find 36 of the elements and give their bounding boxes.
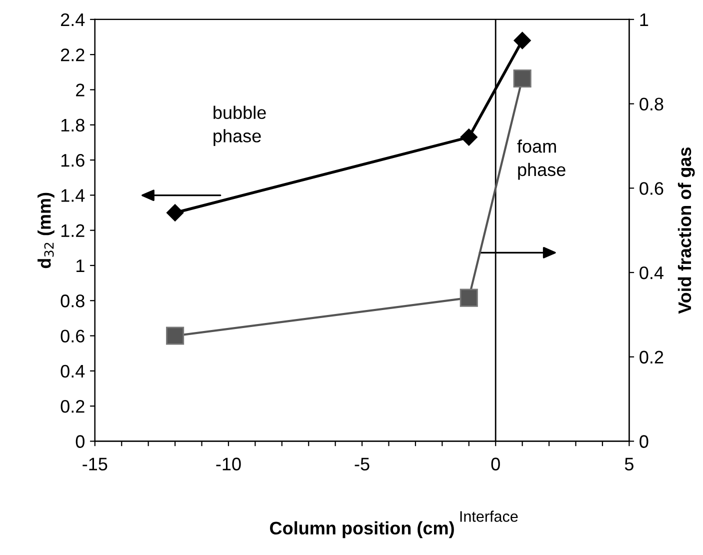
annotation: bubble phase [214, 106, 266, 146]
y-tick-label: 0 [76, 435, 84, 448]
point [460, 288, 478, 307]
x-tick-label: 0 [491, 458, 500, 470]
y2-axis-title: Void fraction of gas [678, 147, 695, 314]
y-tick-label: 2.4 [60, 13, 85, 26]
y-tick-label: 1.8 [61, 118, 84, 132]
annotation: foam phase [517, 140, 566, 180]
point [513, 69, 532, 88]
x-tick-label: 5 [624, 458, 634, 470]
y2-tick-label: 0.4 [640, 266, 664, 280]
y-tick-label: 0.2 [60, 400, 84, 413]
y-tick-label: 0.8 [60, 294, 84, 308]
y-tick-label: 1.2 [61, 224, 84, 237]
y-tick-label: 2 [76, 84, 84, 96]
ref-line-label: Interface [460, 510, 518, 522]
x-tick-label: -10 [216, 458, 241, 470]
y-tick-label: 2.2 [60, 48, 84, 62]
y2-tick-label: 0.8 [640, 98, 664, 111]
y2-tick-label: 0 [640, 435, 648, 448]
y2-tick-label: 1 [640, 14, 648, 26]
y2-tick-label: 0.2 [640, 350, 664, 364]
x-tick-label: -15 [82, 458, 108, 470]
y-axis-title: d$_{32}$ (mm) [38, 192, 54, 268]
point [460, 128, 478, 146]
point [514, 32, 531, 50]
point [166, 204, 184, 222]
x-axis-title: Column position (cm) [270, 521, 454, 538]
y2-tick-label: 0.6 [640, 182, 664, 195]
y-tick-label: 1.4 [61, 189, 85, 202]
y-tick-label: 1 [76, 260, 84, 272]
y-tick-label: 0.4 [60, 364, 85, 378]
y-tick-label: 0.6 [60, 330, 84, 342]
y-tick-label: 1.6 [61, 154, 84, 167]
x-tick-label: -5 [354, 458, 370, 470]
point [166, 326, 184, 345]
